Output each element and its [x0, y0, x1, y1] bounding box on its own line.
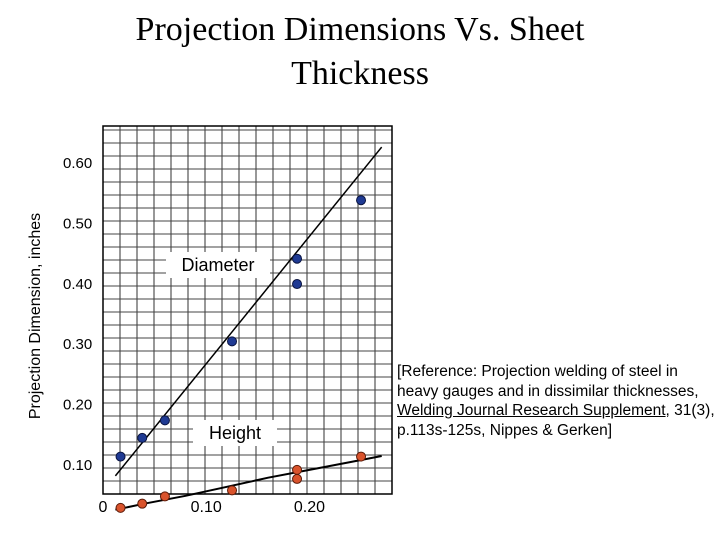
- chart-title-line-2: Thickness: [291, 55, 429, 92]
- height-data-point: [292, 464, 303, 475]
- y-tick-label: 0.40: [63, 276, 92, 293]
- y-tick-label: 0.30: [63, 336, 92, 353]
- chart-title: Projection Dimensions Vs. Sheet Thicknes…: [0, 8, 720, 96]
- height-data-point: [137, 498, 148, 509]
- y-tick-label-bg: [60, 333, 100, 354]
- diameter-data-point: [115, 451, 126, 462]
- y-tick-label: 0.50: [63, 216, 92, 233]
- diameter-series-label: Diameter: [181, 255, 254, 275]
- reference-prefix: [Reference: Projection welding of steel …: [397, 363, 699, 400]
- diameter-data-point: [159, 415, 170, 426]
- y-tick-label: 0.10: [63, 457, 92, 474]
- fit-lines: [114, 146, 383, 511]
- height-data-point: [356, 451, 367, 462]
- height-data-point: [227, 485, 238, 496]
- height-data-point: [115, 502, 126, 513]
- diameter-data-point: [292, 253, 303, 264]
- y-axis-label: Projection Dimension, inches: [27, 213, 44, 419]
- diameter-data-point: [227, 336, 238, 347]
- tick-labels: 0.10 0.20 0.30 0.40 0.50 0.60 0 0.10 0.20: [60, 152, 325, 516]
- y-tick-label: 0.60: [63, 155, 92, 172]
- height-data-point: [292, 473, 303, 484]
- plot-frame: [102, 125, 393, 495]
- height-series-label: Height: [209, 423, 261, 443]
- y-tick-label-bg: [60, 453, 100, 474]
- height-series-label-bg: [193, 420, 277, 446]
- x-tick-label: 0.20: [294, 499, 325, 516]
- reference-suffix: , 31(3), p.113s-125s, Nippes & Gerken]: [397, 402, 715, 439]
- y-tick-label-bg: [60, 393, 100, 414]
- diameter-fit-line: [114, 146, 383, 477]
- reference-journal: Welding Journal Research Supplement: [397, 402, 666, 419]
- x-tick-label: 0: [99, 499, 108, 516]
- chart-title-line-1: Projection Dimensions Vs. Sheet: [135, 11, 585, 48]
- y-tick-label-bg: [60, 152, 100, 173]
- diameter-data-point: [137, 432, 148, 443]
- height-fit-curve: [115, 455, 382, 511]
- height-data-point: [159, 491, 170, 502]
- diameter-data-point: [356, 195, 367, 206]
- diameter-data-point: [292, 279, 303, 290]
- diameter-series-label-bg: [166, 252, 270, 278]
- reference-note: [Reference: Projection welding of steel …: [397, 362, 717, 440]
- x-tick-label: 0.10: [191, 499, 222, 516]
- data-points: [115, 195, 367, 513]
- series-labels: Diameter Height: [166, 252, 277, 446]
- y-tick-label: 0.20: [63, 397, 92, 414]
- y-tick-label-bg: [60, 272, 100, 293]
- y-tick-label-bg: [60, 212, 100, 233]
